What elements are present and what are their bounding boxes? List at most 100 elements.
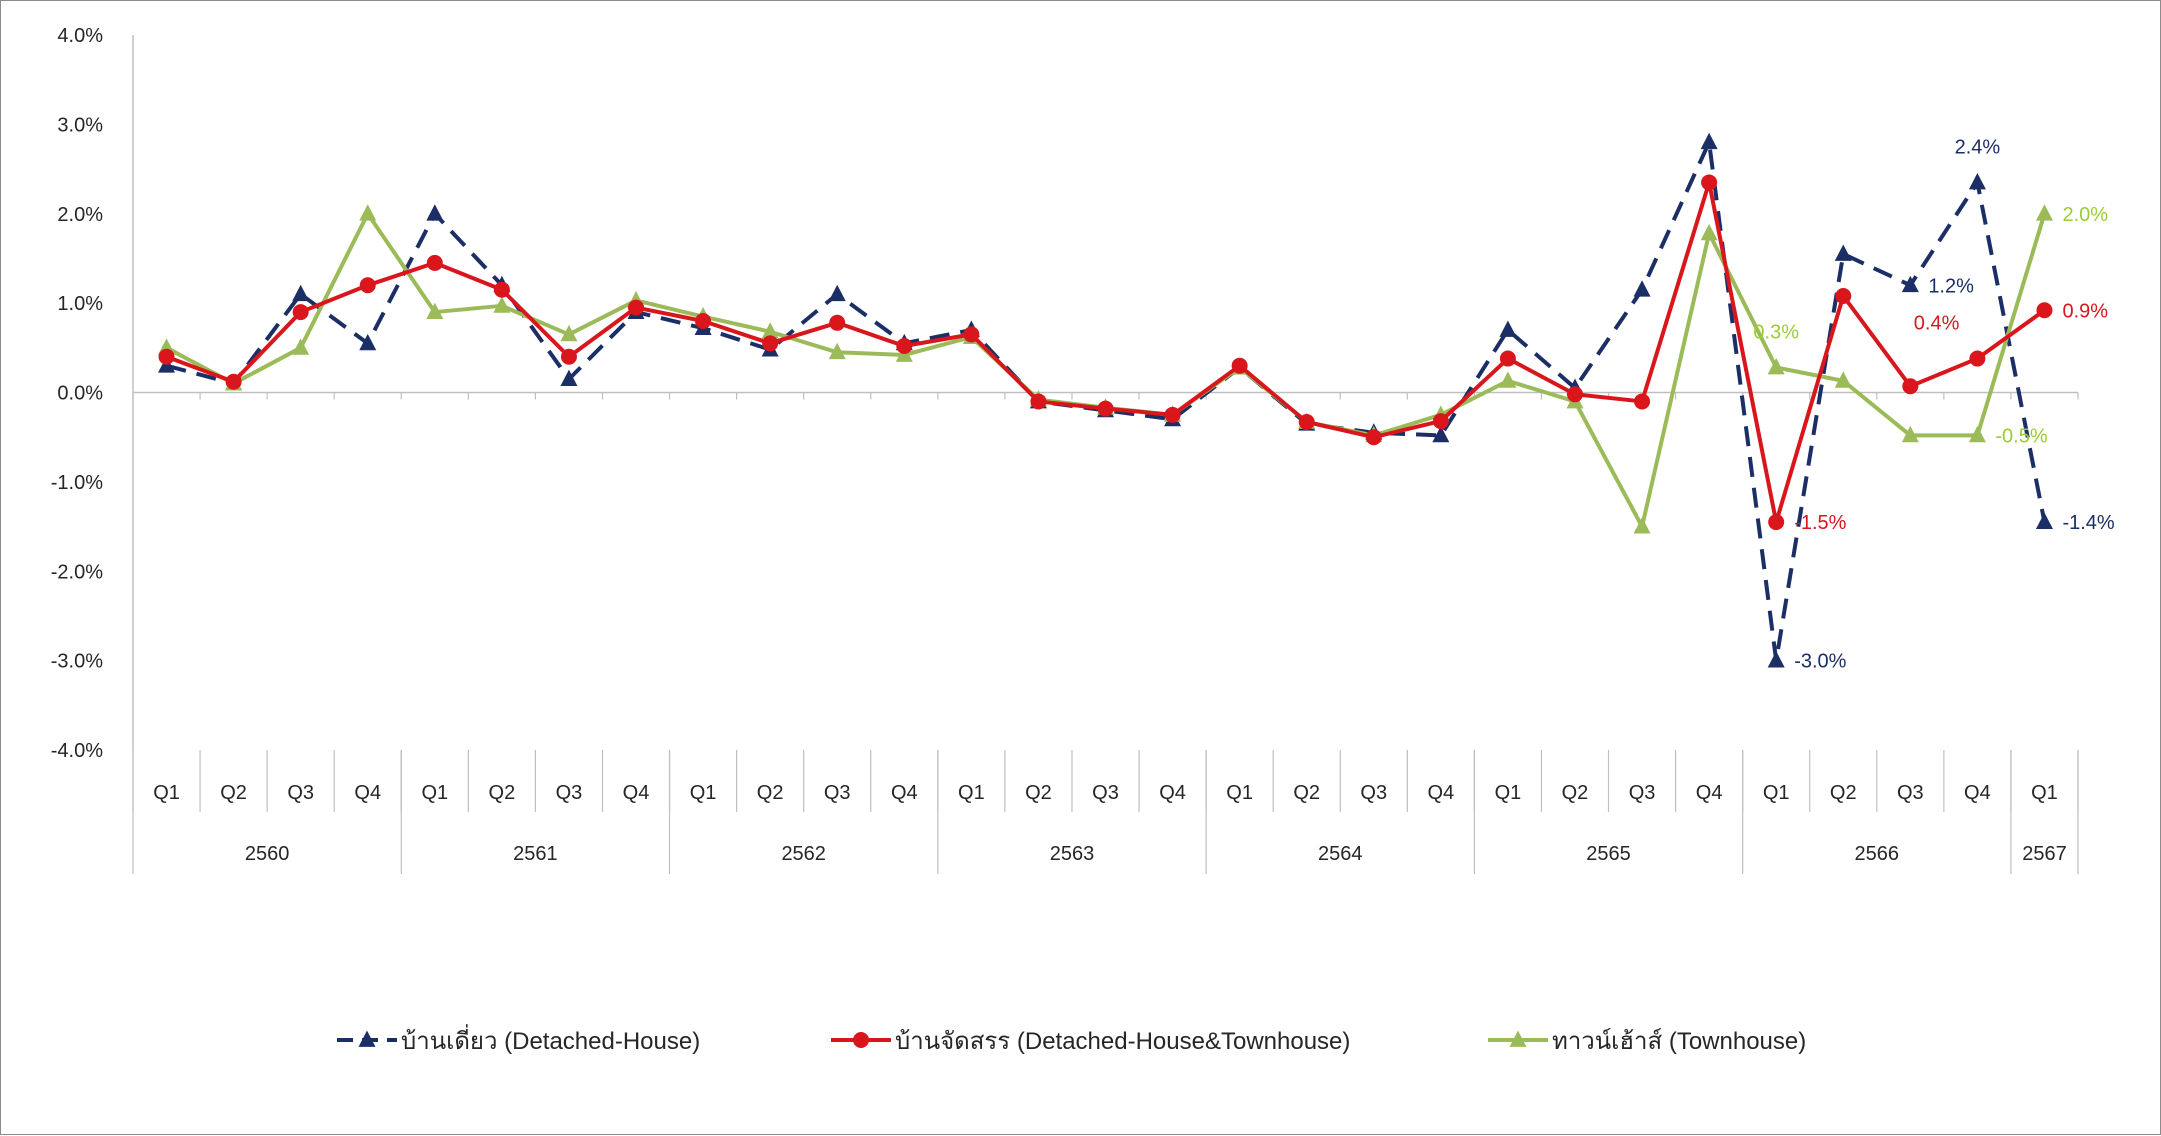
data-point: [1968, 172, 1986, 190]
data-point: [1767, 357, 1785, 375]
quarter-label: Q2: [1830, 782, 1857, 804]
quarter-label: Q2: [757, 782, 784, 804]
data-point: [1701, 174, 1718, 191]
legend-item-1: บ้านจัดสรร (Detached-House&Townhouse): [831, 1028, 1350, 1055]
legend-label: บ้านจัดสรร (Detached-House&Townhouse): [895, 1028, 1350, 1055]
data-point: [1835, 287, 1852, 304]
quarter-label: Q3: [287, 782, 314, 804]
legend-item-2: ทาวน์เฮ้าส์ (Townhouse): [1488, 1027, 1806, 1055]
quarter-label: Q4: [354, 782, 381, 804]
data-point: [1097, 400, 1114, 417]
data-point: [1768, 514, 1785, 531]
quarter-label: Q3: [1092, 782, 1119, 804]
data-point: [1499, 320, 1517, 337]
quarter-label: Q2: [1562, 782, 1589, 804]
data-point: [2035, 512, 2053, 529]
data-point: [225, 373, 242, 390]
quarter-label: Q1: [1495, 782, 1522, 804]
data-point: [292, 338, 310, 355]
data-point: [1767, 651, 1785, 668]
data-label: 0.9%: [2062, 300, 2108, 322]
quarter-label: Q1: [1763, 782, 1790, 804]
data-point: [1164, 406, 1181, 423]
quarter-label: Q3: [1629, 782, 1656, 804]
year-label: 2564: [1318, 843, 1363, 865]
data-point: [2035, 204, 2053, 221]
y-tick-label: -3.0%: [51, 651, 103, 673]
year-label: 2563: [1050, 843, 1095, 865]
data-label: 1.2%: [1928, 275, 1974, 297]
data-point: [560, 348, 577, 365]
data-point: [828, 342, 846, 360]
data-point: [762, 335, 779, 352]
quarter-label: Q1: [2031, 782, 2058, 804]
data-label: -0.5%: [1995, 425, 2047, 447]
quarter-label: Q1: [421, 782, 448, 804]
year-label: 2562: [781, 843, 826, 865]
y-tick-label: 0.0%: [57, 383, 103, 405]
data-label: -3.0%: [1794, 651, 1846, 673]
data-label: 2.0%: [2062, 204, 2108, 226]
quarter-label: Q2: [1025, 782, 1052, 804]
y-tick-label: 1.0%: [57, 293, 103, 315]
quarter-label: Q3: [1897, 782, 1924, 804]
quarter-label: Q2: [1293, 782, 1320, 804]
legend-marker: [358, 1030, 376, 1047]
data-point: [1700, 132, 1718, 150]
series-line: [165, 211, 2047, 529]
data-point: [426, 254, 443, 271]
data-point: [1901, 275, 1919, 293]
data-point: [1633, 517, 1651, 534]
data-point: [1499, 350, 1516, 367]
quarter-label: Q2: [220, 782, 247, 804]
data-point: [1633, 280, 1651, 297]
data-point: [359, 333, 377, 351]
legend-item-0: บ้านเดี่ยว (Detached-House): [337, 1024, 700, 1055]
data-label: 2.4%: [1955, 136, 2001, 158]
data-point: [493, 296, 511, 313]
data-label: 0.4%: [1914, 313, 1960, 335]
quarter-label: Q1: [958, 782, 985, 804]
data-point: [426, 302, 444, 319]
series-line: [166, 140, 2047, 663]
data-point: [426, 204, 444, 221]
data-point: [493, 281, 510, 298]
data-point: [896, 338, 913, 355]
quarter-label: Q3: [824, 782, 851, 804]
y-tick-label: -2.0%: [51, 561, 103, 583]
data-point: [1902, 378, 1919, 395]
data-point: [560, 324, 578, 342]
y-tick-label: 4.0%: [57, 25, 103, 47]
data-point: [1834, 371, 1852, 388]
data-point: [1834, 244, 1852, 261]
data-point: [1901, 425, 1919, 443]
data-point: [1499, 371, 1517, 388]
data-point: [292, 304, 309, 321]
data-point: [761, 322, 779, 339]
data-point: [359, 277, 376, 294]
quarter-label: Q1: [690, 782, 717, 804]
year-label: 2566: [1855, 843, 1900, 865]
quarter-label: Q2: [489, 782, 516, 804]
series-line: [165, 180, 2046, 525]
data-point: [1432, 413, 1449, 430]
legend-marker: [853, 1032, 869, 1048]
quarter-label: Q1: [153, 782, 180, 804]
year-label: 2565: [1586, 843, 1631, 865]
data-label-layer: -3.0% 2.4% 1.2% -1.4% -1.5% 0.4% 0.9% 0.3% -0.5%…: [1753, 136, 2115, 672]
quarter-label: Q1: [1226, 782, 1253, 804]
data-point: [560, 369, 578, 386]
quarter-label: Q4: [1159, 782, 1186, 804]
data-label: -1.4%: [2062, 512, 2114, 534]
quarter-label: Q4: [1696, 782, 1723, 804]
data-point: [1030, 393, 1047, 410]
year-label: 2561: [513, 843, 558, 865]
data-point: [1968, 425, 1986, 443]
data-point: [628, 299, 645, 316]
data-point: [1700, 223, 1718, 241]
y-tick-label: -1.0%: [51, 472, 103, 494]
data-point: [1969, 350, 1986, 367]
data-point: [829, 314, 846, 331]
